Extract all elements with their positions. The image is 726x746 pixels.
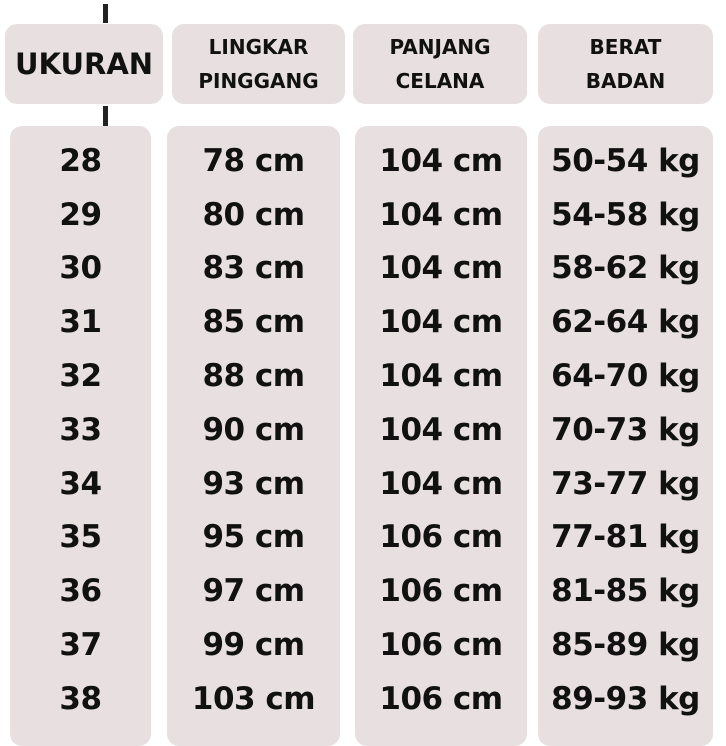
cell-waist: 103 cm: [191, 680, 316, 717]
column-waist: 78 cm 80 cm 83 cm 85 cm 88 cm 90 cm 93 cm 95 cm…: [167, 126, 340, 746]
cell-waist: 97 cm: [202, 573, 305, 610]
cell-length: 106 cm: [379, 680, 503, 717]
header-length-line2: CELANA: [395, 69, 485, 93]
cell-length: 104 cm: [379, 358, 503, 395]
cell-length: 106 cm: [379, 627, 503, 664]
cell-length: 104 cm: [379, 411, 503, 448]
header-waist: LINGKAR PINGGANG: [172, 24, 345, 104]
cell-weight: 62-64 kg: [551, 304, 700, 341]
cell-length: 104 cm: [379, 304, 503, 341]
divider-line-mid: [103, 106, 108, 126]
cell-waist: 85 cm: [202, 304, 305, 341]
cell-weight: 73-77 kg: [551, 465, 700, 502]
cell-waist: 90 cm: [202, 411, 305, 448]
cell-weight: 77-81 kg: [551, 519, 700, 556]
column-size: 28 29 30 31 32 33 34 35 36 37 38: [10, 126, 151, 746]
cell-length: 104 cm: [379, 465, 503, 502]
cell-waist: 99 cm: [202, 627, 305, 664]
header-waist-line2: PINGGANG: [198, 69, 319, 93]
cell-weight: 58-62 kg: [551, 250, 700, 287]
header-length: PANJANG CELANA: [353, 24, 527, 104]
cell-length: 104 cm: [379, 142, 503, 179]
cell-waist: 78 cm: [202, 142, 305, 179]
header-size-label: UKURAN: [14, 47, 154, 81]
cell-size: 32: [59, 358, 102, 395]
header-length-line1: PANJANG: [389, 35, 491, 59]
header-weight-line2: BADAN: [585, 69, 666, 93]
cell-waist: 80 cm: [202, 196, 305, 233]
cell-weight: 70-73 kg: [551, 411, 700, 448]
cell-length: 106 cm: [379, 573, 503, 610]
cell-size: 29: [59, 196, 102, 233]
cell-size: 33: [59, 411, 102, 448]
cell-waist: 93 cm: [202, 465, 305, 502]
cell-size: 34: [59, 465, 102, 502]
divider-line-top: [103, 4, 108, 23]
cell-length: 104 cm: [379, 250, 503, 287]
cell-weight: 89-93 kg: [551, 680, 700, 717]
cell-size: 36: [59, 573, 102, 610]
cell-waist: 95 cm: [202, 519, 305, 556]
cell-weight: 54-58 kg: [551, 196, 700, 233]
column-weight: 50-54 kg 54-58 kg 58-62 kg 62-64 kg 64-70 kg…: [538, 126, 713, 746]
cell-length: 104 cm: [379, 196, 503, 233]
cell-size: 35: [59, 519, 102, 556]
header-size: UKURAN: [5, 24, 163, 104]
header-waist-line1: LINGKAR: [208, 35, 309, 59]
cell-weight: 81-85 kg: [551, 573, 700, 610]
column-length: 104 cm 104 cm 104 cm 104 cm 104 cm 104 cm 104 …: [355, 126, 527, 746]
cell-waist: 83 cm: [202, 250, 305, 287]
cell-size: 30: [59, 250, 102, 287]
cell-size: 28: [59, 142, 102, 179]
cell-weight: 85-89 kg: [551, 627, 700, 664]
header-weight-line1: BERAT: [589, 35, 662, 59]
cell-weight: 64-70 kg: [551, 358, 700, 395]
cell-length: 106 cm: [379, 519, 503, 556]
cell-size: 31: [59, 304, 102, 341]
cell-size: 37: [59, 627, 102, 664]
header-weight: BERAT BADAN: [538, 24, 713, 104]
cell-size: 38: [59, 680, 102, 717]
cell-waist: 88 cm: [202, 358, 305, 395]
cell-weight: 50-54 kg: [551, 142, 700, 179]
